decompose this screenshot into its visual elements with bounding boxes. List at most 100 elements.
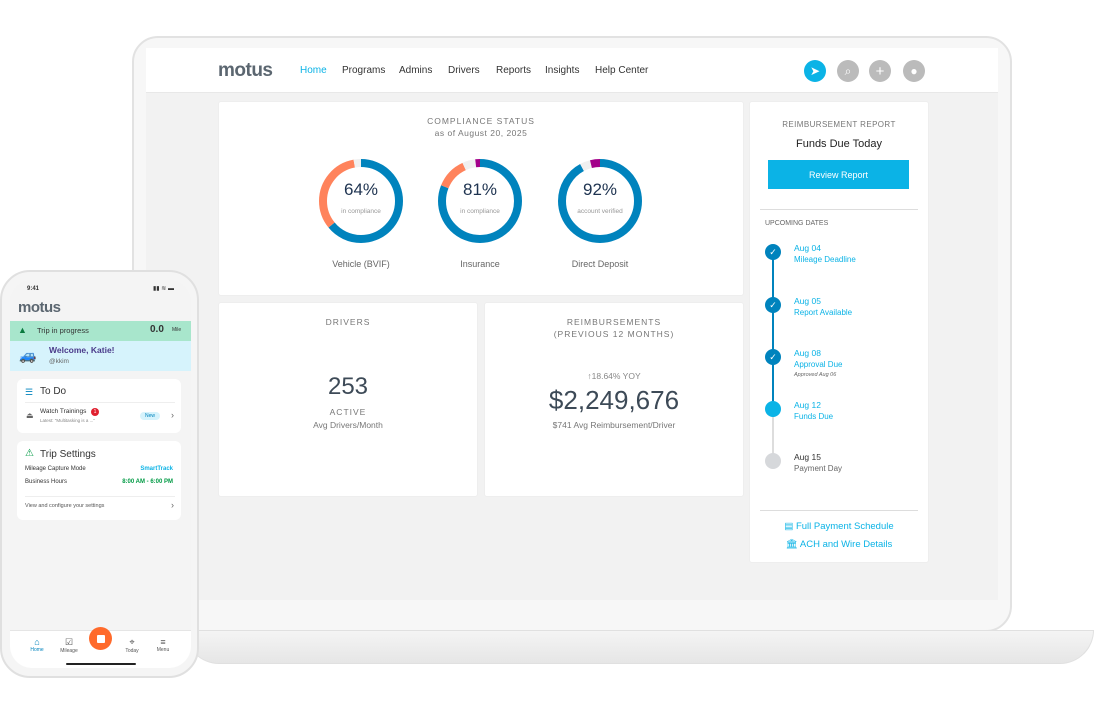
trip-label: Trip in progress — [37, 326, 89, 335]
warning-icon: ⚠ — [25, 448, 34, 459]
trip-settings-title: Trip Settings — [40, 449, 96, 460]
welcome-banner: 🚙 Welcome, Katie! @kkim — [10, 341, 191, 371]
chevron-right-icon: › — [171, 410, 174, 420]
configure-settings-link[interactable]: View and configure your settings › — [17, 497, 181, 517]
trip-miles: 0.0 — [150, 324, 164, 335]
todo-title: To Do — [40, 386, 67, 397]
drivers-caption: Avg Drivers/Month — [313, 420, 383, 430]
tab-label: Home — [30, 647, 44, 653]
donut-label: Direct Deposit — [571, 259, 629, 269]
plus-icon[interactable]: + — [869, 60, 891, 82]
tab-home[interactable]: ⌂ Home — [22, 637, 52, 653]
donut-label: Vehicle (BVIF) — [332, 259, 390, 269]
donut-segment — [558, 159, 642, 243]
capture-mode-label: Mileage Capture Mode — [25, 466, 86, 472]
divider — [760, 510, 918, 511]
timeline-dot — [765, 401, 781, 417]
timeline-dot: ✓ — [765, 244, 781, 260]
location-pin-icon: ⌖ — [129, 637, 135, 647]
timeline-dot: ✓ — [765, 297, 781, 313]
upcoming-title: UPCOMING DATES — [765, 220, 829, 227]
date-label: Aug 08 — [794, 348, 821, 358]
check-icon: ✓ — [769, 299, 777, 310]
phone-screen: 9:41 ▮▮ ≋ ▬ motus ▲ Trip in progress 0.0… — [10, 280, 191, 668]
chevron-right-icon: › — [171, 500, 174, 510]
date-event: Approval Due — [794, 360, 843, 369]
compliance-donut[interactable]: 64% in compliance — [316, 156, 406, 246]
divider — [760, 209, 918, 210]
todo-latest: Latest: "Multitasking is a ..." — [40, 418, 95, 423]
donut-caption: in compliance — [460, 208, 500, 215]
timeline-line-future — [772, 407, 774, 459]
report-status: Funds Due Today — [795, 138, 883, 150]
nav-help-center[interactable]: Help Center — [595, 65, 649, 76]
laptop-base — [185, 630, 1094, 664]
donut-label: Insurance — [460, 259, 500, 269]
drivers-card: DRIVERS 253 ACTIVE Avg Drivers/Month — [219, 303, 477, 496]
training-icon: ⏏ — [26, 411, 34, 420]
bank-icon: 🏛 — [785, 539, 800, 550]
date-event: Payment Day — [794, 464, 843, 473]
reimbursement-report-card: REIMBURSEMENT REPORT Funds Due Today Rev… — [750, 102, 928, 562]
search-icon[interactable]: ⌕ — [837, 60, 859, 82]
business-hours-label: Business Hours — [25, 479, 68, 485]
business-hours-value[interactable]: 8:00 AM - 6:00 PM — [122, 479, 173, 485]
signal-wifi-battery-icon: ▮▮ ≋ ▬ — [153, 286, 174, 292]
donut-caption: account verified — [577, 208, 623, 215]
nav-reports[interactable]: Reports — [496, 65, 532, 76]
nav-admins[interactable]: Admins — [399, 65, 433, 76]
timeline-dot: ✓ — [765, 349, 781, 365]
divider — [25, 402, 175, 403]
user-handle: @kkim — [49, 358, 69, 365]
check-icon: ✓ — [769, 246, 777, 257]
nav-programs[interactable]: Programs — [342, 65, 386, 76]
date-label: Aug 04 — [794, 243, 821, 253]
donut-chart — [438, 159, 522, 243]
tab-today[interactable]: ⌖ Today — [117, 637, 147, 654]
timeline-line — [772, 252, 774, 404]
compliance-donut[interactable]: 81% in compliance — [435, 156, 525, 246]
new-badge: New — [140, 412, 161, 420]
dashboard-screen: motus Home Programs Admins Drivers Repor… — [146, 48, 998, 600]
reimbursements-subtitle: (PREVIOUS 12 MONTHS) — [553, 329, 675, 339]
donut-caption: in compliance — [341, 208, 381, 215]
trip-banner[interactable]: ▲ Trip in progress 0.0 Mile — [10, 321, 191, 341]
watch-trainings-item[interactable]: ⏏ Watch Trainings 1 Latest: "Multitaskin… — [17, 403, 181, 431]
tab-label: Mileage — [60, 648, 78, 654]
tab-mileage[interactable]: ☑ Mileage — [54, 637, 84, 654]
full-payment-schedule-link[interactable]: ▤ Full Payment Schedule — [750, 521, 928, 532]
ach-wire-details-link[interactable]: 🏛 ACH and Wire Details — [750, 539, 928, 550]
donut-segment — [438, 159, 522, 243]
date-event: Mileage Deadline — [794, 255, 856, 264]
tab-menu[interactable]: ≡ Menu — [148, 637, 178, 653]
date-label: Aug 15 — [794, 452, 821, 462]
list-icon: ☰ — [25, 387, 34, 397]
motus-logo[interactable]: motus — [218, 60, 273, 81]
calendar-icon: ▤ — [784, 521, 796, 532]
compliance-title: COMPLIANCE STATUS — [427, 116, 535, 126]
donut-chart — [558, 159, 642, 243]
nav-home[interactable]: Home — [300, 65, 327, 76]
road-icon: ▲ — [18, 325, 27, 335]
donut-segment — [319, 159, 403, 243]
donut-value: 92% — [582, 180, 618, 199]
donut-value: 81% — [462, 180, 498, 199]
avatar-icon[interactable]: ● — [903, 60, 925, 82]
todo-card: ☰ To Do ⏏ Watch Trainings 1 Latest: "Mul… — [17, 379, 181, 433]
capture-mode-value[interactable]: SmartTrack — [140, 466, 173, 472]
date-label: Aug 12 — [794, 400, 821, 410]
nav-insights[interactable]: Insights — [545, 65, 580, 76]
review-report-button[interactable]: Review Report — [768, 160, 909, 189]
configure-label: View and configure your settings — [25, 503, 105, 509]
drivers-status: ACTIVE — [329, 407, 367, 417]
nav-drivers[interactable]: Drivers — [448, 65, 480, 76]
date-event: Funds Due — [794, 412, 834, 421]
report-title: REIMBURSEMENT REPORT — [782, 120, 896, 129]
send-icon[interactable]: ➤ — [804, 60, 826, 82]
donut-chart — [319, 159, 403, 243]
tab-label: Today — [125, 648, 139, 654]
divider — [25, 496, 175, 497]
home-icon: ⌂ — [34, 637, 40, 647]
stop-trip-button[interactable] — [89, 627, 112, 650]
compliance-donut[interactable]: 92% account verified — [555, 156, 645, 246]
